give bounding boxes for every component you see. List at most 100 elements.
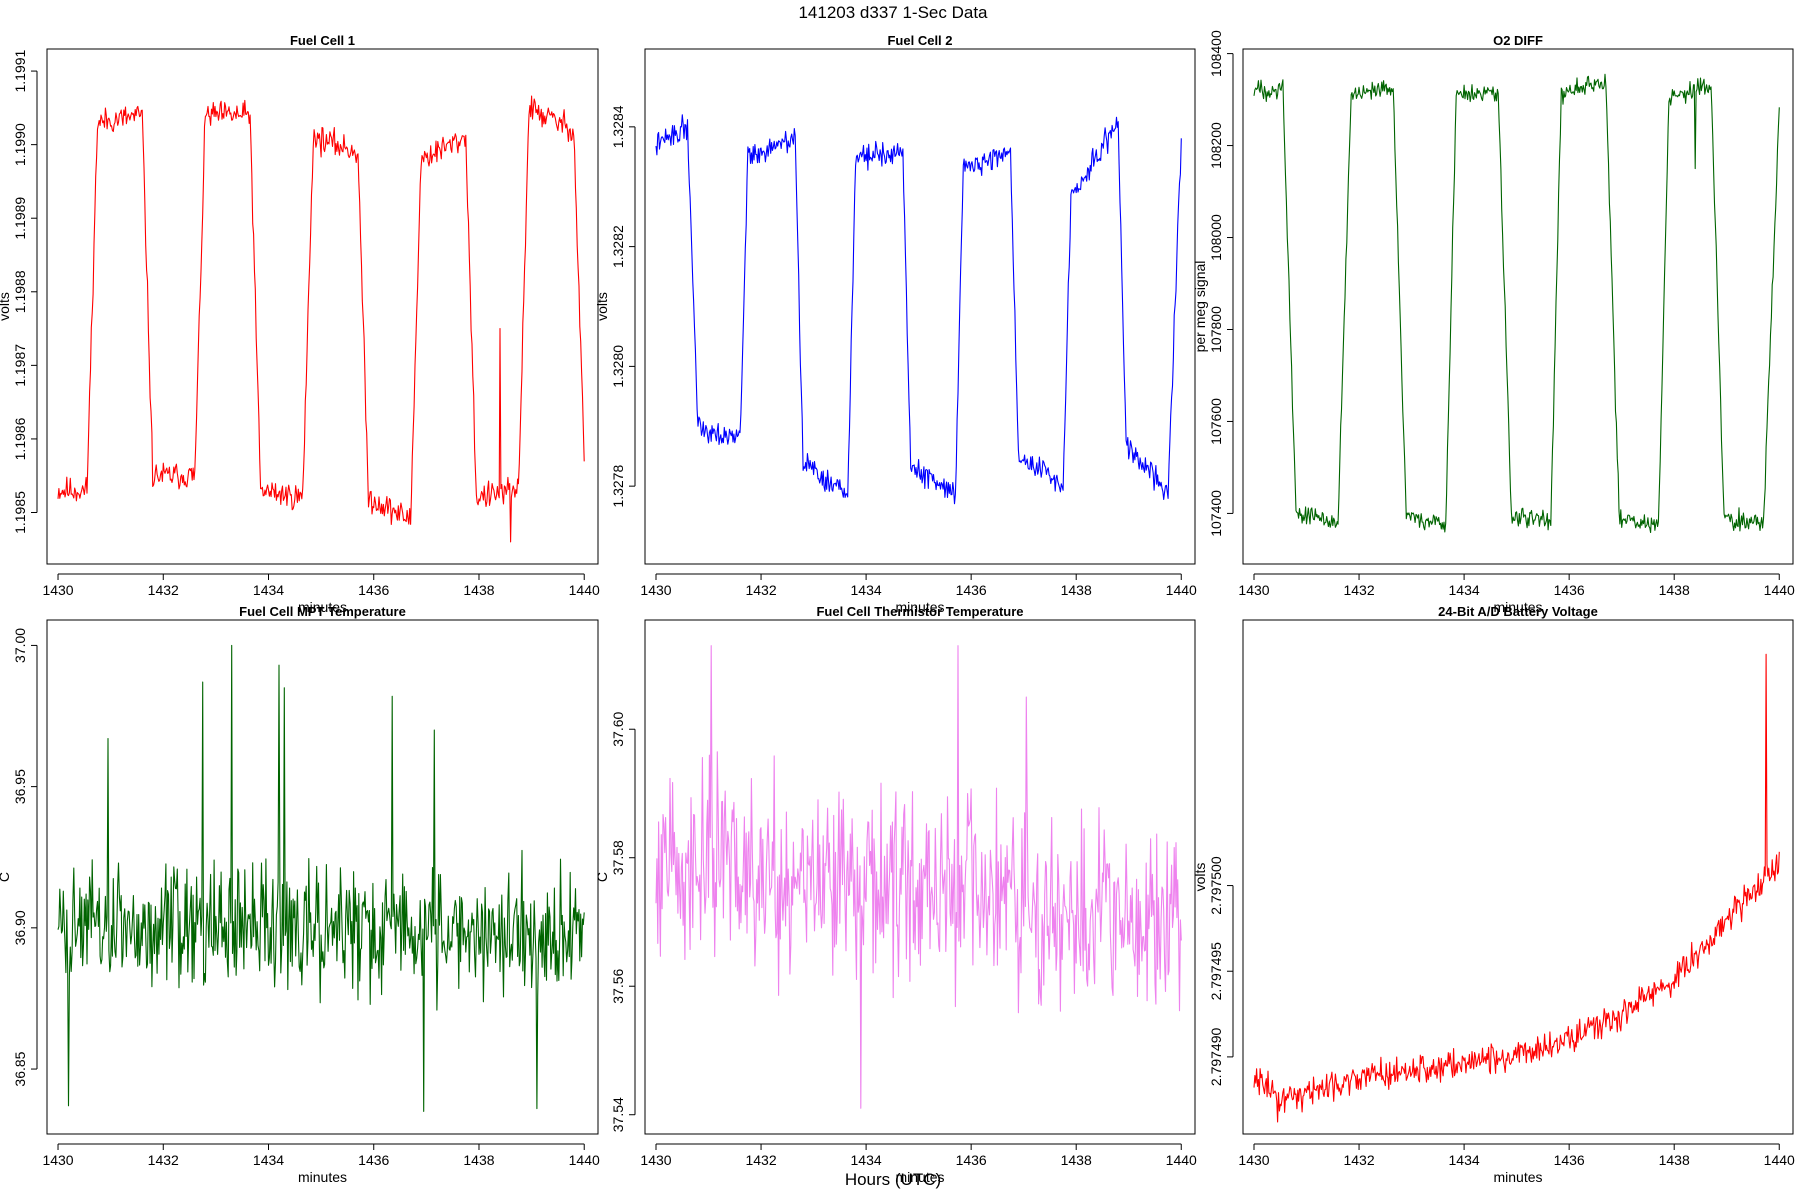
y-tick-label: 1.1988: [12, 270, 28, 313]
y-tick-label: 107800: [1208, 306, 1224, 353]
plot-frame: [1242, 619, 1794, 1135]
panel-5: Fuel Cell Thermistor Temperature 1430 1432…: [594, 604, 1197, 1185]
figure-title: 141203 d337 1-Sec Data: [798, 3, 988, 22]
y-tick-label: 36.90: [12, 910, 28, 945]
y-axis-label: C: [0, 872, 12, 882]
x-tick-label: 1432: [1343, 582, 1374, 598]
series-line: [1253, 653, 1780, 1123]
y-tick-label: 2.797500: [1208, 856, 1224, 915]
x-tick-label: 1432: [745, 1152, 776, 1168]
y-tick-label: 1.1989: [12, 197, 28, 240]
x-tick-label: 1434: [851, 1152, 882, 1168]
y-axis-label: volts: [594, 292, 610, 321]
panel-title: O2 DIFF: [1493, 33, 1543, 48]
y-tick-label: 1.1986: [12, 417, 28, 460]
x-tick-label: 1440: [1764, 1152, 1795, 1168]
x-tick-label: 1432: [148, 582, 179, 598]
panel-1: Fuel Cell 1 1430 1432 1434 1436 1438 1440 minut…: [0, 33, 600, 615]
panel-title: 24-Bit A/D Battery Voltage: [1438, 604, 1598, 619]
x-tick-label: 1434: [253, 582, 284, 598]
x-tick-label: 1438: [1659, 1152, 1690, 1168]
y-tick-label: 108200: [1208, 122, 1224, 169]
y-tick-label: 36.95: [12, 769, 28, 804]
y-tick-label: 1.3282: [610, 225, 626, 268]
y-tick-label: 37.56: [610, 969, 626, 1004]
x-tick-label: 1438: [1659, 582, 1690, 598]
x-tick-label: 1430: [42, 582, 73, 598]
x-tick-label: 1438: [463, 582, 494, 598]
panel-title: Fuel Cell MPT Temperature: [239, 604, 406, 619]
x-tick-label: 1436: [956, 582, 987, 598]
x-tick-label: 1438: [1061, 582, 1092, 598]
y-tick-label: 1.1987: [12, 344, 28, 387]
series-line: [655, 114, 1182, 505]
x-tick-label: 1436: [1554, 582, 1585, 598]
plot-frame: [644, 619, 1196, 1135]
x-tick-label: 1438: [1061, 1152, 1092, 1168]
x-tick-label: 1440: [1166, 582, 1197, 598]
y-tick-label: 36.85: [12, 1051, 28, 1086]
y-tick-label: 2.797490: [1208, 1027, 1224, 1086]
y-tick-label: 1.3278: [610, 465, 626, 508]
x-tick-label: 1434: [1449, 582, 1480, 598]
y-axis-label: volts: [1192, 863, 1208, 892]
y-axis-label: per meg signal: [1192, 261, 1208, 353]
x-axis-label: minutes: [895, 1169, 944, 1185]
x-axis-label: minutes: [298, 599, 347, 615]
y-tick-label: 108400: [1208, 30, 1224, 77]
x-tick-label: 1436: [1554, 1152, 1585, 1168]
x-tick-label: 1436: [358, 582, 389, 598]
panel-6: 24-Bit A/D Battery Voltage 1430 1432 1434 14…: [1192, 604, 1795, 1185]
figure-xlabel: Hours (UTC): [845, 1170, 941, 1189]
plot-frame: [1242, 48, 1794, 565]
y-tick-label: 2.797495: [1208, 942, 1224, 1001]
panel-3: O2 DIFF 1430 1432 1434 1436 1438 1440 minutes 10…: [1192, 30, 1795, 615]
x-tick-label: 1440: [1166, 1152, 1197, 1168]
y-tick-label: 1.3284: [610, 105, 626, 148]
x-tick-label: 1436: [956, 1152, 987, 1168]
x-axis-label: minutes: [1493, 1169, 1542, 1185]
y-tick-label: 37.60: [610, 712, 626, 747]
x-tick-label: 1430: [640, 1152, 671, 1168]
plot-frame: [46, 48, 599, 565]
panel-title: Fuel Cell Thermistor Temperature: [816, 604, 1023, 619]
y-tick-label: 1.3280: [610, 345, 626, 388]
x-axis-label: minutes: [895, 599, 944, 615]
panel-2: Fuel Cell 2 1430 1432 1434 1436 1438 1440 minut…: [594, 33, 1197, 615]
panel-title: Fuel Cell 2: [887, 33, 952, 48]
x-tick-label: 1438: [463, 1152, 494, 1168]
y-tick-label: 37.00: [12, 628, 28, 663]
y-axis-label: volts: [0, 292, 12, 321]
y-axis-label: C: [594, 872, 610, 882]
y-tick-label: 37.58: [610, 840, 626, 875]
x-axis-label: minutes: [1493, 599, 1542, 615]
y-tick-label: 1.1991: [12, 49, 28, 92]
y-tick-label: 107400: [1208, 490, 1224, 537]
plot-frame: [46, 619, 599, 1135]
x-tick-label: 1432: [148, 1152, 179, 1168]
x-tick-label: 1432: [1343, 1152, 1374, 1168]
panel-4: Fuel Cell MPT Temperature 1430 1432 1434 143…: [0, 604, 600, 1185]
series-line: [1253, 73, 1780, 534]
x-tick-label: 1434: [851, 582, 882, 598]
series-line: [655, 645, 1182, 1109]
y-tick-label: 107600: [1208, 398, 1224, 445]
y-tick-label: 1.1990: [12, 123, 28, 166]
x-tick-label: 1440: [569, 582, 600, 598]
y-tick-label: 37.54: [610, 1097, 626, 1132]
y-tick-label: 108000: [1208, 214, 1224, 261]
series-line: [57, 644, 585, 1112]
x-tick-label: 1436: [358, 1152, 389, 1168]
x-axis-label: minutes: [298, 1169, 347, 1185]
x-tick-label: 1430: [1238, 1152, 1269, 1168]
x-tick-label: 1440: [1764, 582, 1795, 598]
y-tick-label: 1.1985: [12, 491, 28, 534]
panel-title: Fuel Cell 1: [290, 33, 355, 48]
x-tick-label: 1434: [1449, 1152, 1480, 1168]
x-tick-label: 1434: [253, 1152, 284, 1168]
x-tick-label: 1430: [640, 582, 671, 598]
x-tick-label: 1432: [745, 582, 776, 598]
x-tick-label: 1430: [1238, 582, 1269, 598]
plot-frame: [644, 48, 1196, 565]
